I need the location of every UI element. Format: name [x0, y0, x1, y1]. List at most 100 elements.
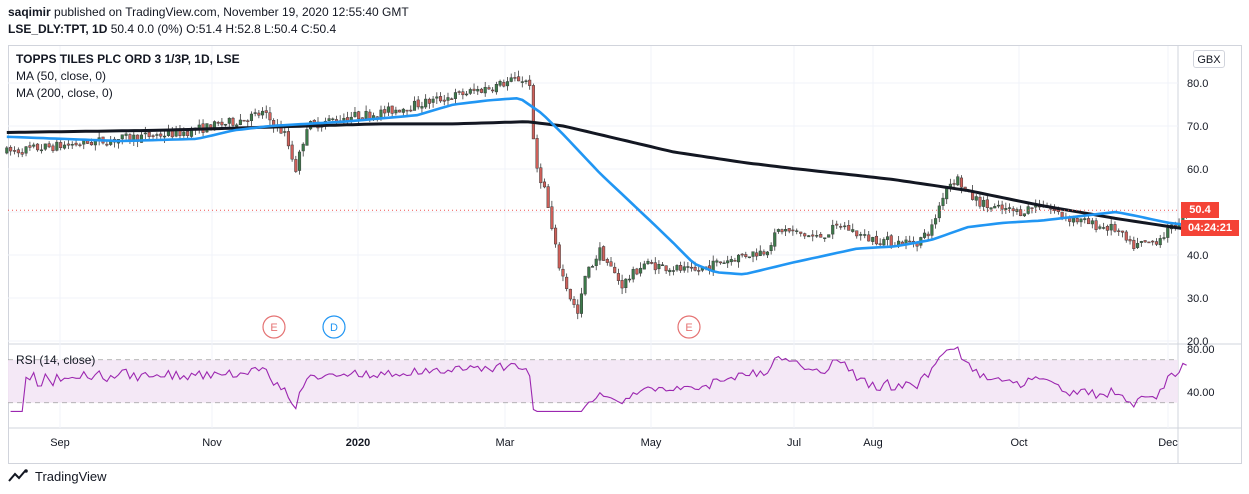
candle-body — [349, 116, 353, 121]
candle-body — [513, 77, 517, 79]
candle-body — [1075, 218, 1079, 223]
candle-body — [996, 204, 1000, 207]
candle-body — [405, 109, 409, 112]
candle-body — [312, 119, 316, 123]
candle-body — [974, 196, 978, 201]
candle-body — [590, 266, 595, 268]
candle-body — [587, 266, 591, 278]
candle-body — [420, 106, 424, 109]
candle-body — [784, 229, 788, 232]
candle-body — [59, 142, 63, 149]
candle-body — [36, 143, 40, 151]
candle-body — [498, 80, 502, 86]
candle-body — [427, 98, 431, 104]
candle-body — [368, 111, 372, 119]
candle-body — [811, 234, 815, 237]
chart-title: TOPPS TILES PLC ORD 3 1/3P, 1D, LSE — [16, 52, 240, 66]
candle-body — [807, 235, 811, 238]
time-tick-label: 2020 — [346, 437, 370, 449]
candle-body — [424, 98, 428, 108]
candle-body — [874, 235, 879, 245]
candle-body — [401, 108, 405, 113]
publisher-name[interactable]: saqimir — [8, 5, 51, 19]
candle-body — [791, 229, 795, 232]
candle-body — [1011, 208, 1015, 212]
symbol-line: LSE_DLY:TPT, 1D 50.4 0.0 (0%) O:51.4 H:5… — [8, 22, 336, 36]
candle-body — [39, 149, 43, 152]
candle-body — [479, 88, 484, 93]
candle-body — [1022, 213, 1026, 217]
candle-body — [751, 251, 755, 257]
candle-body — [650, 262, 654, 264]
candle-body — [286, 131, 290, 147]
rsi-legend[interactable]: RSI (14, close) — [16, 353, 96, 367]
tradingview-label: TradingView — [35, 468, 107, 484]
candle-body — [653, 262, 657, 271]
candle-body — [711, 260, 715, 271]
candle-body — [494, 84, 498, 93]
candle-body — [831, 224, 835, 235]
candle-body — [1007, 207, 1012, 209]
candle-body — [524, 80, 528, 83]
candle-body — [1124, 231, 1128, 241]
candle-body — [5, 147, 9, 154]
candle-body — [159, 133, 163, 137]
candle-body — [568, 288, 572, 300]
candle-body — [843, 225, 847, 228]
currency-button[interactable]: GBX — [1193, 50, 1225, 68]
candle-body — [594, 258, 598, 266]
candle-body — [264, 110, 268, 113]
candle-body — [93, 140, 97, 146]
candle-body — [989, 207, 993, 210]
candle-body — [863, 234, 867, 236]
candle-body — [120, 134, 124, 140]
candle-body — [1166, 227, 1170, 238]
candle-body — [74, 142, 78, 146]
candle-body — [55, 141, 59, 151]
candle-body — [1147, 241, 1151, 244]
candle-body — [520, 81, 524, 83]
candle-body — [528, 79, 532, 86]
candle-body — [819, 234, 823, 238]
last-price-tag: 50.4 — [1181, 202, 1219, 218]
ma50-legend[interactable]: MA (50, close, 0) — [16, 69, 107, 83]
candle-body — [301, 143, 305, 152]
candle-body — [435, 96, 439, 99]
candle-body — [823, 237, 827, 240]
candle-body — [1090, 220, 1094, 225]
candle-body — [1136, 243, 1140, 248]
candle-body — [1094, 220, 1098, 230]
candle-body — [216, 122, 220, 124]
candle-body — [740, 253, 744, 256]
candle-body — [461, 91, 465, 96]
candle-body — [668, 269, 672, 273]
candle-body — [472, 88, 476, 91]
candle-body — [147, 131, 151, 137]
candle-body — [758, 250, 762, 256]
candle-body — [657, 264, 661, 270]
tradingview-logo[interactable]: TradingView — [8, 467, 107, 485]
candle-body — [682, 266, 686, 271]
ma200-legend[interactable]: MA (200, close, 0) — [16, 86, 113, 100]
candle-body — [639, 267, 643, 274]
candle-body — [609, 261, 613, 267]
candle-body — [453, 92, 457, 99]
price-tick-label: 70.0 — [1187, 121, 1208, 133]
candle-body — [613, 266, 617, 274]
candle-body — [776, 229, 780, 232]
time-tick-label: Jul — [787, 437, 801, 449]
candle-body — [51, 145, 55, 152]
candle-body — [937, 205, 941, 219]
candle-body — [491, 89, 495, 92]
candle-body — [517, 76, 521, 82]
price-tick-label: 80.0 — [1187, 78, 1208, 90]
candle-body — [227, 117, 231, 124]
candle-body — [627, 278, 632, 281]
candle-body — [982, 199, 986, 207]
candle-body — [941, 197, 945, 206]
candle-body — [736, 254, 741, 263]
candle-body — [576, 304, 580, 314]
candle-body — [483, 86, 487, 94]
candle-body — [28, 145, 32, 148]
